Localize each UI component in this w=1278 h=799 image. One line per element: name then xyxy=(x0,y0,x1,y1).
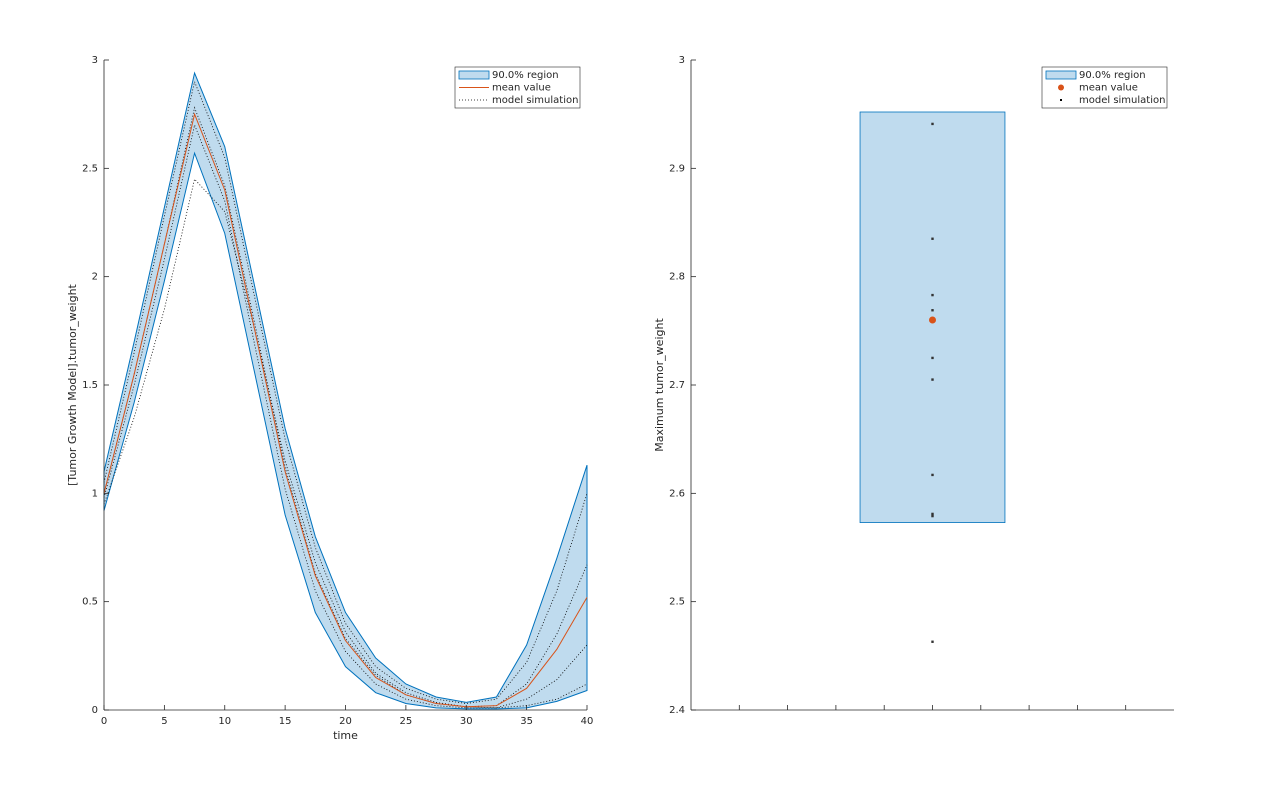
x-tick-label: 0 xyxy=(101,716,107,727)
simulation-point xyxy=(931,356,934,360)
simulation-point xyxy=(931,378,934,381)
legend-swatch xyxy=(1045,70,1077,80)
legend-label: mean value xyxy=(492,83,551,94)
y-tick-label: 0.5 xyxy=(82,597,98,608)
x-tick-label: 10 xyxy=(218,716,231,727)
simulation-point xyxy=(931,237,934,240)
y-tick-label: 3 xyxy=(92,55,98,66)
legend-label: model simulation xyxy=(1079,95,1165,106)
y-tick-label: 2 xyxy=(92,272,98,283)
x-tick-label: 30 xyxy=(460,716,473,727)
legend-label: 90.0% region xyxy=(1079,70,1146,81)
y-tick-label: 2.9 xyxy=(669,163,685,174)
simulation-point xyxy=(931,514,934,518)
band-area xyxy=(103,71,588,710)
y-tick-label: 2.6 xyxy=(669,488,685,499)
y-tick-label: 0 xyxy=(92,705,98,716)
simulation-point xyxy=(931,309,934,312)
simulation-point xyxy=(931,473,934,477)
y-tick-label: 1 xyxy=(92,488,98,499)
simulation-point xyxy=(931,512,934,516)
legend-label: mean value xyxy=(1079,83,1138,94)
simulation-line xyxy=(103,106,588,708)
x-tick-label: 5 xyxy=(161,716,167,727)
y-axis-label: Maximum tumor_weight xyxy=(653,318,666,452)
mean-line xyxy=(103,112,588,708)
legend-swatch xyxy=(1058,84,1064,91)
y-tick-label: 2.4 xyxy=(669,705,685,716)
y-axis-label: [Tumor Growth Model].tumor_weight xyxy=(66,283,79,485)
simulation-line xyxy=(103,123,588,709)
y-tick-label: 2.5 xyxy=(669,597,685,608)
x-tick-label: 20 xyxy=(339,716,352,727)
x-axis-label: time xyxy=(333,729,358,742)
simulation-line xyxy=(103,80,588,704)
x-tick-label: 40 xyxy=(581,716,594,727)
y-tick-label: 3 xyxy=(679,55,685,66)
y-tick-label: 2.8 xyxy=(669,272,685,283)
y-tick-label: 2.7 xyxy=(669,380,685,391)
x-tick-label: 35 xyxy=(520,716,533,727)
simulation-point xyxy=(931,293,934,297)
mean-point xyxy=(929,316,936,324)
legend-swatch xyxy=(1060,99,1062,101)
x-tick-label: 15 xyxy=(279,716,292,727)
y-tick-label: 2.5 xyxy=(82,163,98,174)
y-tick-label: 1.5 xyxy=(82,380,98,391)
legend-swatch xyxy=(458,70,490,80)
simulation-point xyxy=(931,122,934,126)
simulation-point xyxy=(931,640,934,643)
x-tick-label: 25 xyxy=(400,716,413,727)
legend-label: model simulation xyxy=(492,95,578,106)
legend-label: 90.0% region xyxy=(492,70,559,81)
